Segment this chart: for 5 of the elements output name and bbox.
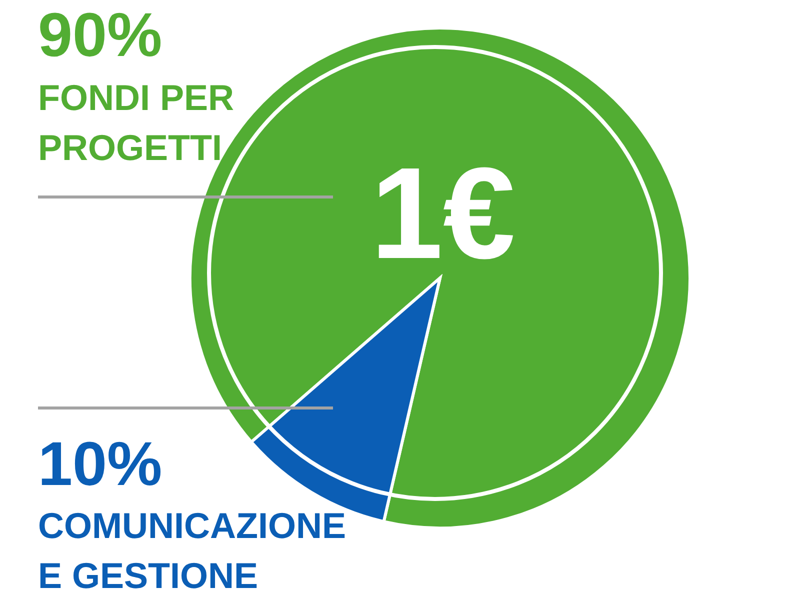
slice-label: FONDI PER PROGETTI — [38, 76, 236, 170]
data-label: 10% — [38, 430, 162, 499]
slice-label: COMUNICAZIONE E GESTIONE — [38, 504, 347, 598]
text: 1€ — [370, 140, 516, 286]
data-label: 90% — [38, 1, 162, 70]
